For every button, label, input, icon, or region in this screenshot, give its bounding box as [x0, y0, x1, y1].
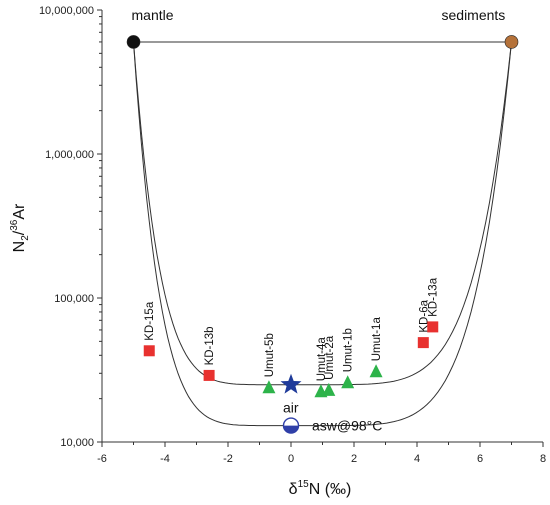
point-label: Umut-2a: [324, 335, 336, 380]
x-tick-label: -4: [160, 453, 170, 465]
x-tick-label: -6: [97, 453, 107, 465]
y-tick-label: 10,000: [60, 437, 94, 449]
mixing-curve-mantle-air-sediments: [133, 41, 512, 386]
endmember-mantle: [126, 35, 141, 49]
point-label: Umut-4a: [316, 337, 328, 382]
endmember-label: sediments: [442, 7, 506, 23]
point-Umut-1b: [341, 375, 355, 389]
x-tick-label: 8: [540, 453, 546, 465]
x-tick-label: -2: [223, 453, 233, 465]
endmember-label: mantle: [132, 7, 174, 23]
y-axis-title: N2/36Ar: [9, 203, 31, 252]
point-KD-15a: [143, 345, 155, 357]
x-tick-label: 0: [288, 453, 294, 465]
endmember-air-star: [280, 373, 302, 394]
point-Umut-5b: [262, 380, 276, 394]
point-Umut-2a: [322, 382, 336, 396]
y-tick-label: 1,000,000: [45, 149, 94, 161]
axes: -6 -4 -2 0 2 4 6 8 10,000 100,000 1,000,000 10,000,…: [39, 5, 546, 465]
endmember-label: air: [283, 400, 299, 416]
x-tick-label: 6: [477, 453, 483, 465]
y-tick-label: 100,000: [54, 293, 94, 305]
endmember-sediments: [504, 35, 519, 49]
x-tick-label: 2: [351, 453, 357, 465]
point-label: KD-13b: [204, 326, 216, 365]
endmember-label: asw@98°C: [312, 418, 382, 434]
point-Umut-1a: [369, 364, 383, 378]
y-tick-label: 10,000,000: [39, 5, 94, 17]
point-label: Umut-5b: [264, 333, 276, 377]
point-label: KD-13a: [428, 277, 440, 317]
endmember-asw-half: [283, 425, 299, 434]
point-KD-13b: [203, 369, 215, 381]
point-label: Umut-1b: [343, 328, 355, 372]
point-label: KD-15a: [144, 301, 156, 341]
x-tick-label: 4: [414, 453, 420, 465]
x-axis-title: δ15N (‰): [289, 479, 352, 498]
point-label: Umut-1a: [371, 317, 383, 362]
point-KD-13a: [427, 321, 439, 333]
point-KD-6a: [417, 337, 429, 349]
